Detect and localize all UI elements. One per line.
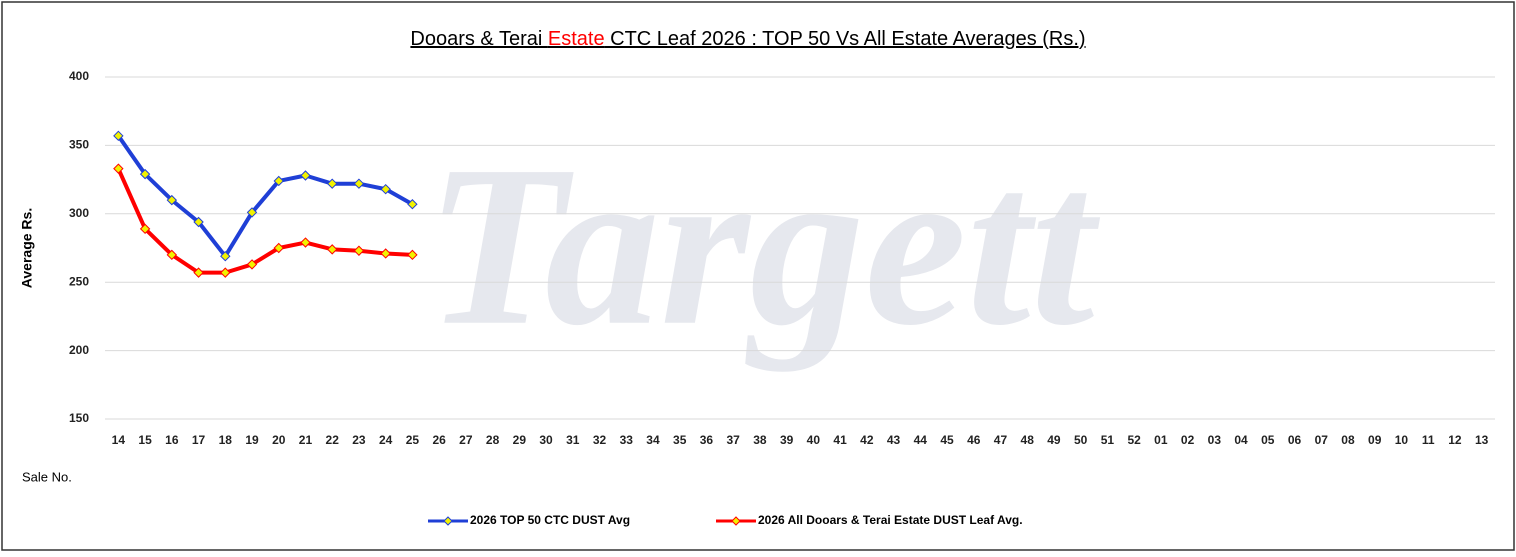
- point-marker: [407, 249, 418, 261]
- x-tick-label: 10: [1395, 433, 1409, 447]
- y-tick-label: 150: [69, 411, 89, 425]
- x-tick-label: 43: [887, 433, 901, 447]
- x-tick-label: 47: [994, 433, 1008, 447]
- point-marker: [273, 242, 284, 254]
- y-tick-label: 200: [69, 343, 89, 357]
- x-tick-label: 05: [1261, 433, 1275, 447]
- x-tick-label: 16: [165, 433, 179, 447]
- x-tick-label: 42: [860, 433, 874, 447]
- x-tick-label: 01: [1154, 433, 1168, 447]
- x-tick-label: 21: [299, 433, 313, 447]
- x-tick-label: 11: [1422, 433, 1435, 447]
- point-marker: [220, 267, 231, 278]
- x-tick-label: 07: [1315, 433, 1329, 447]
- x-tick-label: 12: [1448, 433, 1462, 447]
- x-tick-label: 14: [112, 433, 126, 447]
- point-marker: [246, 207, 258, 218]
- legend-label: 2026 TOP 50 CTC DUST Avg: [470, 513, 630, 527]
- point-marker: [113, 163, 124, 174]
- x-tick-label: 08: [1341, 433, 1355, 447]
- x-tick-label: 09: [1368, 433, 1382, 447]
- x-tick-label: 20: [272, 433, 286, 447]
- x-tick-label: 41: [833, 433, 847, 447]
- point-marker: [380, 248, 391, 259]
- x-tick-label: 33: [620, 433, 634, 447]
- y-tick-label: 400: [69, 69, 89, 83]
- x-tick-label: 34: [646, 433, 660, 447]
- point-marker: [220, 251, 231, 262]
- x-tick-label: 02: [1181, 433, 1195, 447]
- legend-marker: [443, 516, 453, 526]
- point-marker: [246, 259, 258, 270]
- legend-label: 2026 All Dooars & Terai Estate DUST Leaf…: [758, 513, 1023, 527]
- x-tick-label: 31: [566, 433, 580, 447]
- title-part: Dooars & Terai: [410, 28, 547, 50]
- point-marker: [353, 245, 365, 256]
- x-tick-label: 40: [807, 433, 821, 447]
- x-tick-label: 48: [1021, 433, 1035, 447]
- x-tick-label: 23: [352, 433, 366, 447]
- point-marker: [166, 194, 178, 206]
- x-tick-label: 36: [700, 433, 714, 447]
- x-tick-label: 32: [593, 433, 607, 447]
- x-tick-label: 03: [1208, 433, 1222, 447]
- x-tick-label: 52: [1127, 433, 1141, 447]
- x-tick-label: 25: [406, 433, 420, 447]
- x-tick-label: 44: [914, 433, 928, 447]
- y-axis-label: Average Rs.: [19, 208, 35, 288]
- title-part: Estate: [548, 28, 605, 50]
- x-tick-label: 24: [379, 433, 393, 447]
- y-tick-label: 300: [69, 206, 89, 220]
- x-tick-label: 19: [245, 433, 259, 447]
- x-tick-label: 39: [780, 433, 794, 447]
- point-marker: [139, 168, 151, 180]
- x-tick-label: 27: [459, 433, 473, 447]
- y-tick-label: 350: [69, 138, 89, 152]
- x-tick-label: 06: [1288, 433, 1302, 447]
- x-tick-label: 17: [192, 433, 206, 447]
- point-marker: [327, 178, 338, 189]
- point-marker: [327, 244, 338, 255]
- x-tick-label: 18: [219, 433, 233, 447]
- x-tick-label: 30: [539, 433, 553, 447]
- x-tick-label: 46: [967, 433, 981, 447]
- x-tick-label: 38: [753, 433, 767, 447]
- x-tick-label: 22: [326, 433, 340, 447]
- x-tick-label: 15: [138, 433, 152, 447]
- y-tick-label: 250: [69, 274, 89, 288]
- x-tick-label: 13: [1475, 433, 1489, 447]
- x-tick-label: 49: [1047, 433, 1061, 447]
- x-tick-label: 29: [513, 433, 527, 447]
- x-tick-label: 28: [486, 433, 500, 447]
- x-tick-label: 51: [1101, 433, 1115, 447]
- point-marker: [407, 199, 418, 210]
- x-tick-label: 50: [1074, 433, 1088, 447]
- series-line: [116, 134, 414, 259]
- chart-title: Dooars & Terai Estate CTC Leaf 2026 : TO…: [410, 28, 1085, 50]
- x-tick-label: 04: [1234, 433, 1248, 447]
- title-part: CTC Leaf 2026 : TOP 50 Vs All Estate Ave…: [605, 28, 1086, 50]
- watermark: Targett: [426, 118, 1101, 373]
- x-axis-label: Sale No.: [22, 469, 72, 484]
- point-marker: [300, 170, 311, 181]
- point-marker: [113, 130, 124, 142]
- x-tick-label: 35: [673, 433, 687, 447]
- point-marker: [353, 178, 365, 189]
- point-marker: [273, 175, 284, 187]
- x-tick-label: 37: [726, 433, 740, 447]
- x-tick-label: 45: [940, 433, 954, 447]
- point-marker: [300, 237, 311, 248]
- point-marker: [380, 183, 391, 195]
- point-marker: [166, 249, 178, 261]
- x-tick-label: 26: [432, 433, 446, 447]
- point-marker: [139, 223, 151, 235]
- point-marker: [193, 216, 204, 228]
- legend-marker: [731, 516, 741, 526]
- point-marker: [193, 267, 204, 278]
